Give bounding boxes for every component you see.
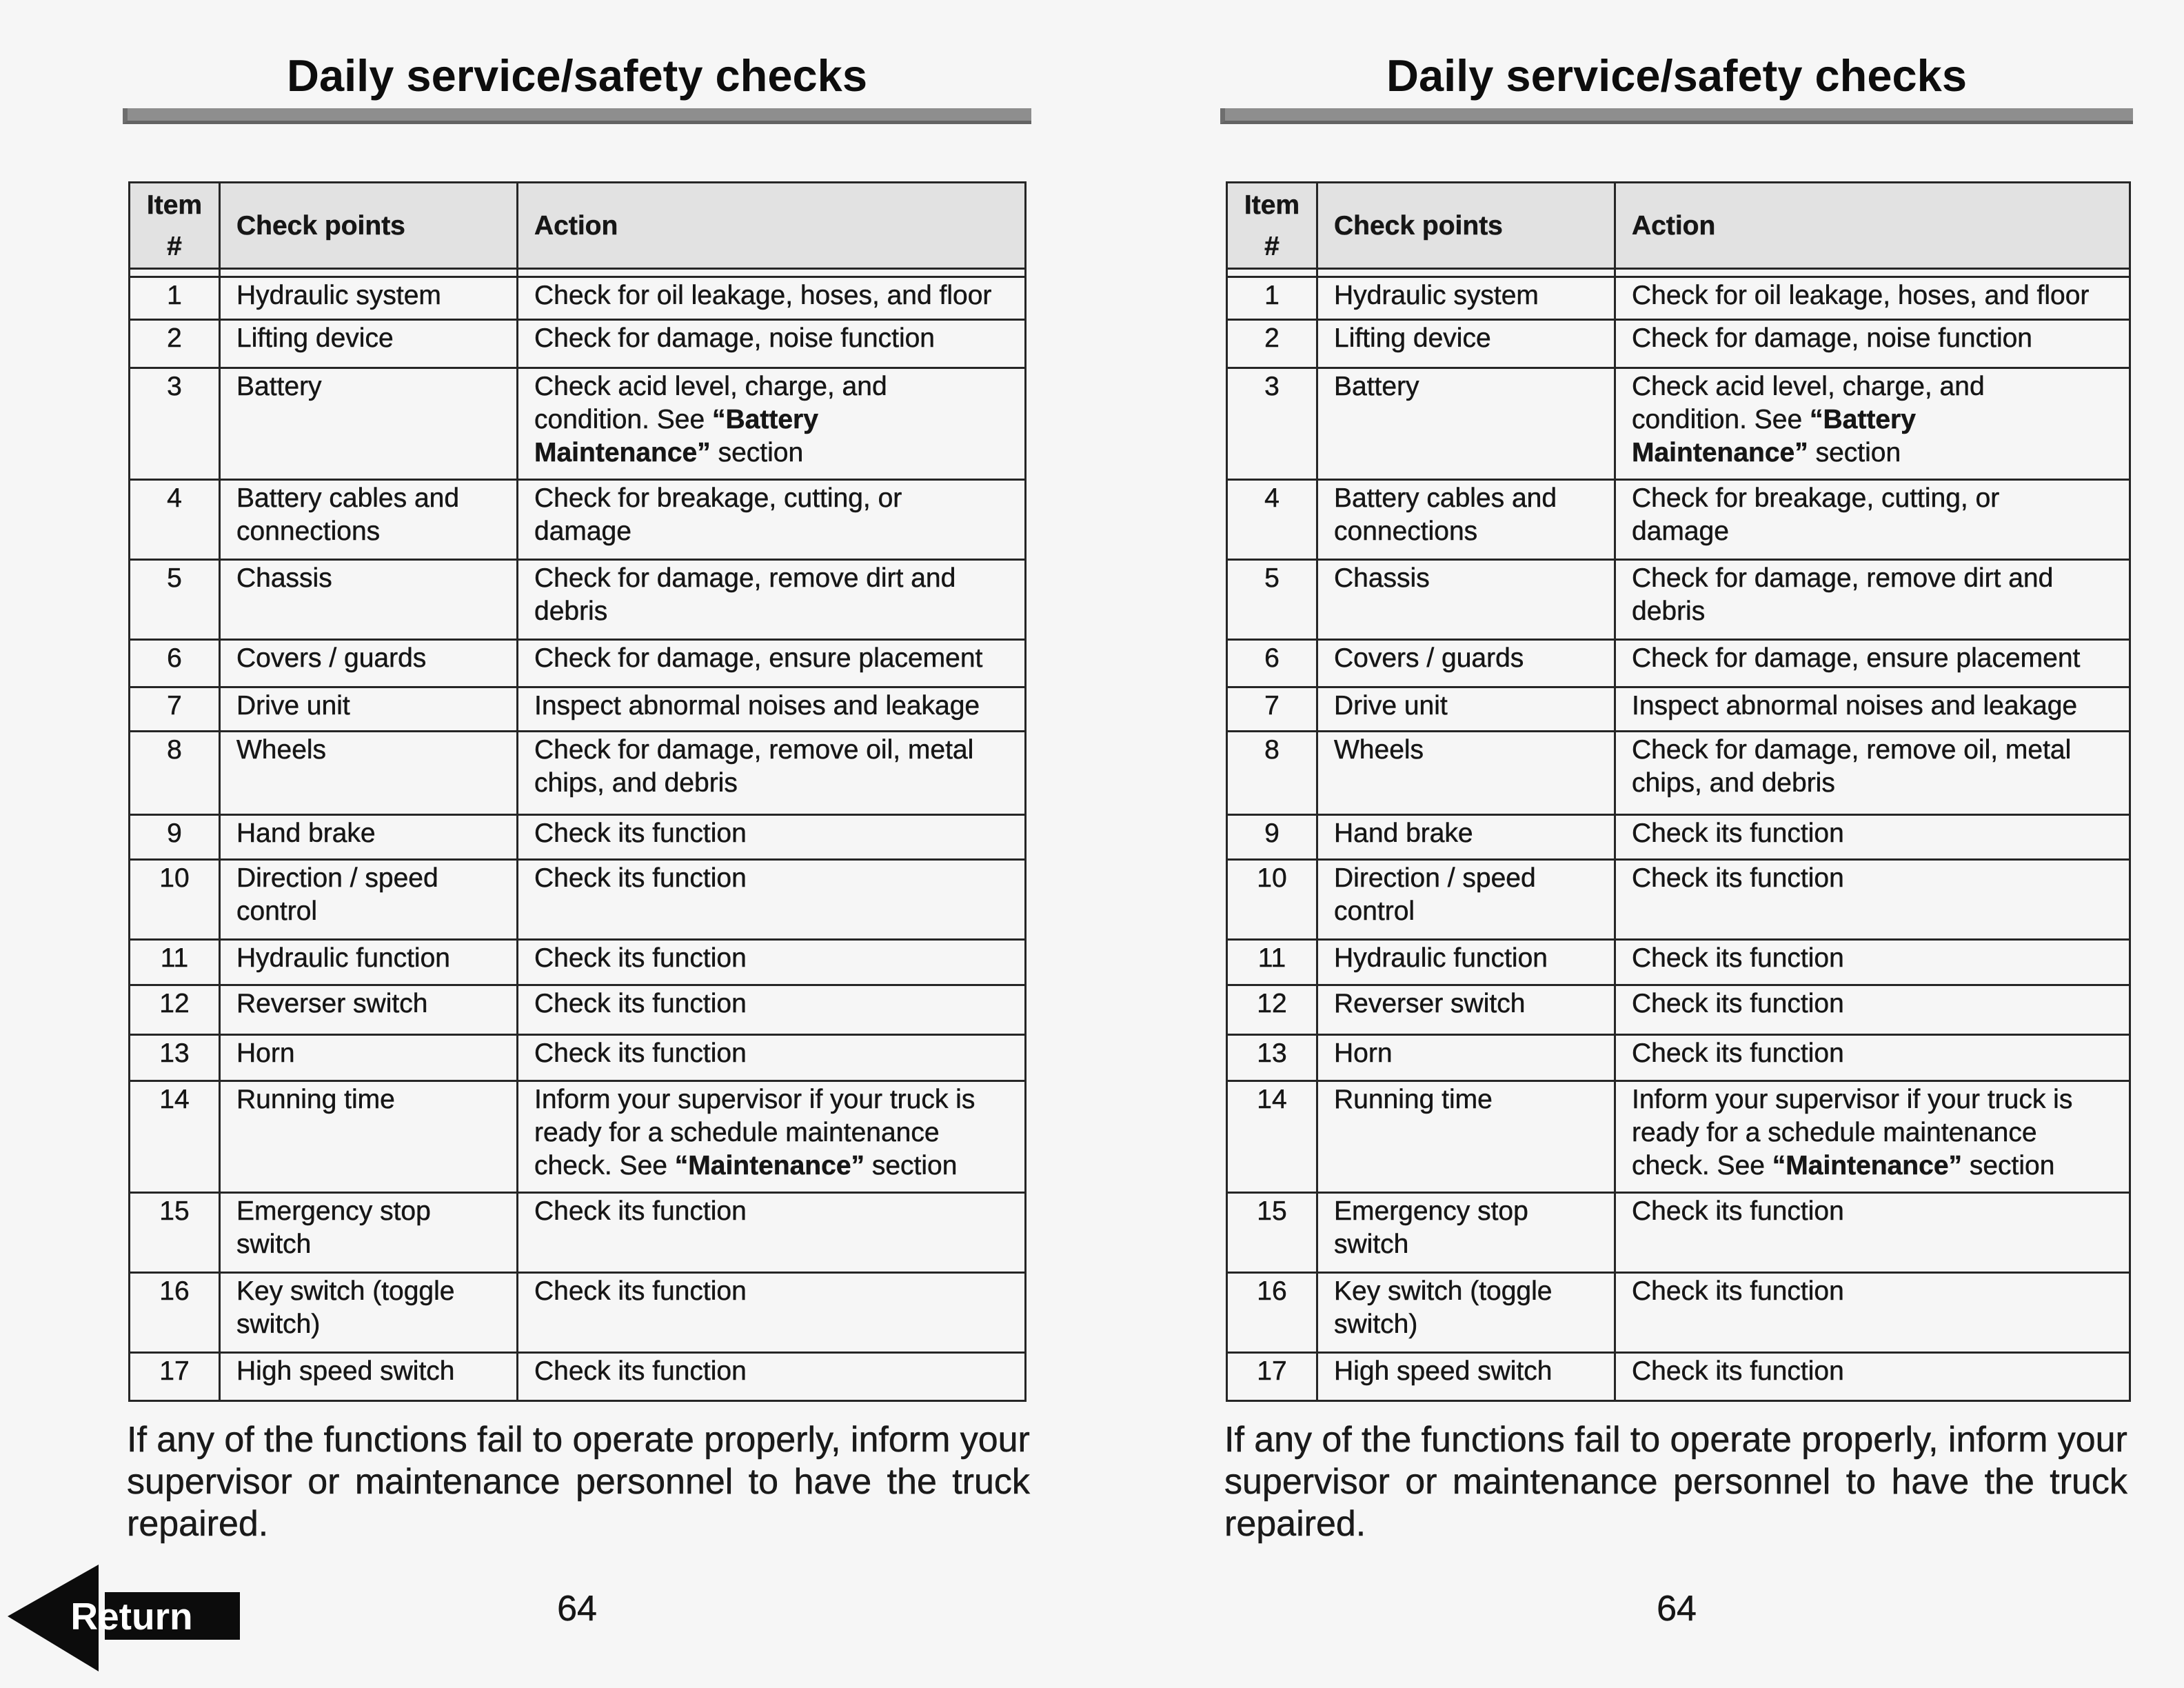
svg-text:Return: Return <box>70 1595 192 1638</box>
